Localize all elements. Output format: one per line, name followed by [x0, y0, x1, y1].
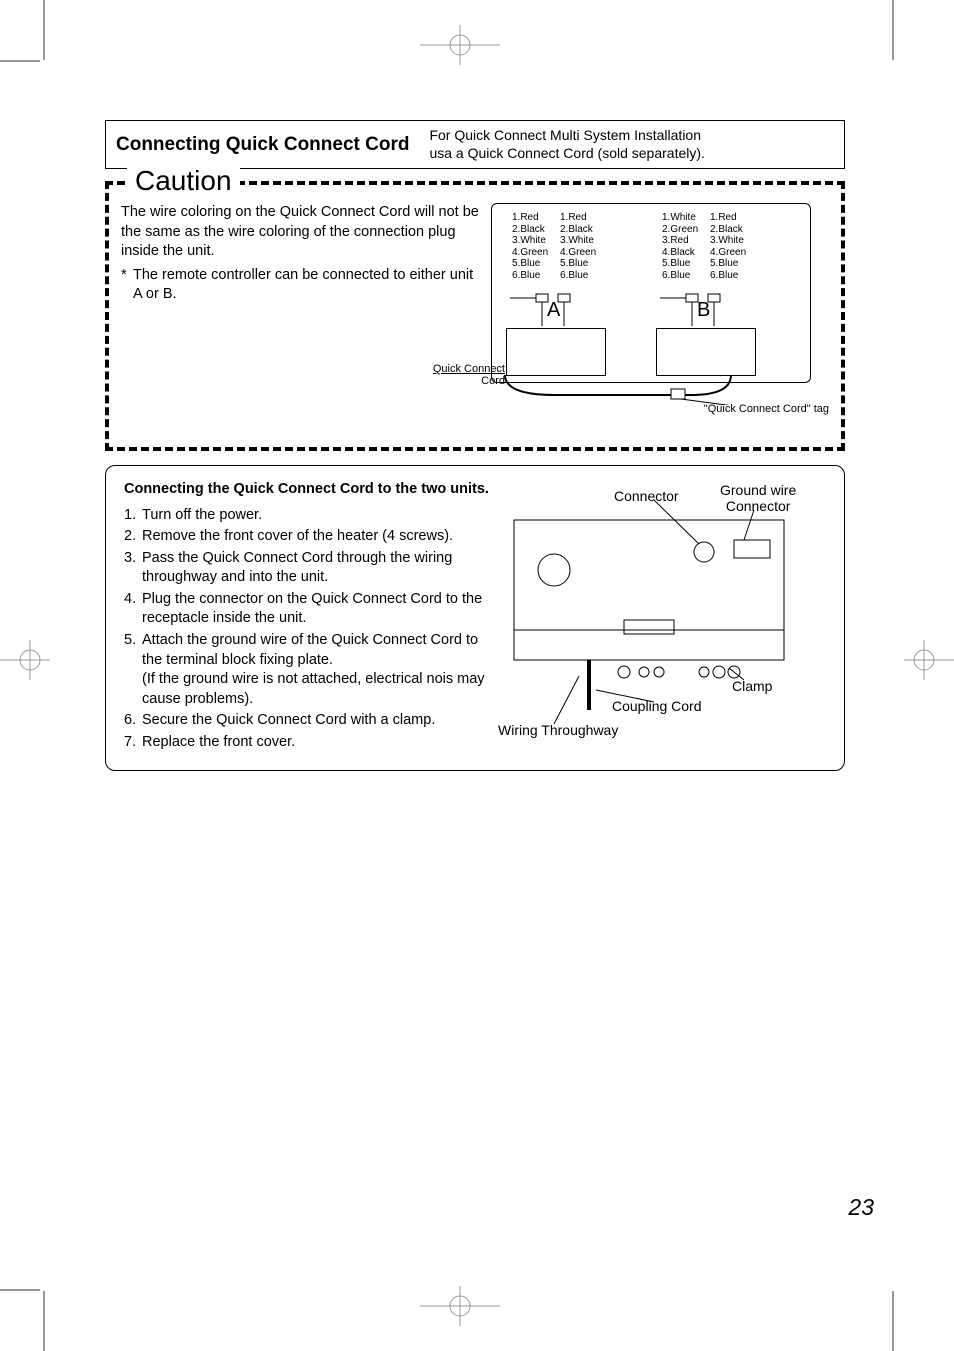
crop-mark — [43, 1291, 45, 1351]
connect-subtitle: Connecting the Quick Connect Cord to the… — [124, 480, 494, 500]
caution-text: The wire coloring on the Quick Connect C… — [121, 203, 481, 433]
crop-mark — [43, 0, 45, 60]
connect-text: Connecting the Quick Connect Cord to the… — [124, 480, 494, 754]
plug-icon — [556, 292, 596, 326]
label-wiring-throughway: Wiring Throughway — [498, 722, 618, 738]
label-coupling-cord: Coupling Cord — [612, 698, 702, 714]
page-content: Connecting Quick Connect Cord For Quick … — [105, 120, 845, 771]
steps-list: 1.Turn off the power. 2.Remove the front… — [124, 506, 494, 753]
registration-mark-icon — [0, 640, 50, 680]
unit-a-box: A — [506, 328, 606, 376]
section-header: Connecting Quick Connect Cord For Quick … — [105, 120, 845, 169]
tag-label: "Quick Connect Cord" tag — [704, 403, 829, 415]
label-ground-wire: Ground wire Connector — [720, 482, 796, 514]
label-connector: Connector — [614, 488, 679, 504]
plug-icon — [706, 292, 746, 326]
step-item: 2.Remove the front cover of the heater (… — [124, 527, 494, 547]
wire-list-b-left: 1.White 2.Green 3.Red 4.Black 5.Blue 6.B… — [662, 212, 698, 281]
step-item: 7.Replace the front cover. — [124, 733, 494, 753]
registration-mark-icon — [420, 25, 500, 65]
plug-icon — [510, 292, 550, 326]
connect-diagram: Connector Ground wire Connector Clamp Co… — [504, 480, 834, 754]
registration-mark-icon — [904, 640, 954, 680]
crop-mark — [892, 1291, 894, 1351]
connecting-cable — [491, 375, 811, 405]
registration-mark-icon — [420, 1286, 500, 1326]
label-clamp: Clamp — [732, 678, 772, 694]
step-item: 6.Secure the Quick Connect Cord with a c… — [124, 711, 494, 731]
step-item: 3.Pass the Quick Connect Cord through th… — [124, 549, 494, 588]
section-title: Connecting Quick Connect Cord — [116, 134, 429, 156]
wire-list-a-right: 1.Red 2.Black 3.White 4.Green 5.Blue 6.B… — [560, 212, 596, 281]
step-item: 4.Plug the connector on the Quick Connec… — [124, 590, 494, 629]
step-item: 5.Attach the ground wire of the Quick Co… — [124, 631, 494, 709]
crop-mark — [0, 60, 40, 62]
caution-title: Caution — [127, 165, 240, 197]
step-item: 1.Turn off the power. — [124, 506, 494, 526]
unit-b-box: B — [656, 328, 756, 376]
caution-box: Caution The wire coloring on the Quick C… — [105, 181, 845, 451]
section-note: For Quick Connect Multi System Installat… — [429, 127, 834, 162]
wire-list-b-right: 1.Red 2.Black 3.White 4.Green 5.Blue 6.B… — [710, 212, 746, 281]
wire-list-a-left: 1.Red 2.Black 3.White 4.Green 5.Blue 6.B… — [512, 212, 548, 281]
caution-diagram: Quick Connect Cord 1.Red 2.Black 3.White… — [491, 203, 829, 433]
crop-mark — [0, 1289, 40, 1291]
plug-icon — [660, 292, 700, 326]
page-number: 23 — [848, 1194, 874, 1221]
connect-box: Connecting the Quick Connect Cord to the… — [105, 465, 845, 771]
unit-frame: 1.Red 2.Black 3.White 4.Green 5.Blue 6.B… — [491, 203, 811, 383]
crop-mark — [892, 0, 894, 60]
